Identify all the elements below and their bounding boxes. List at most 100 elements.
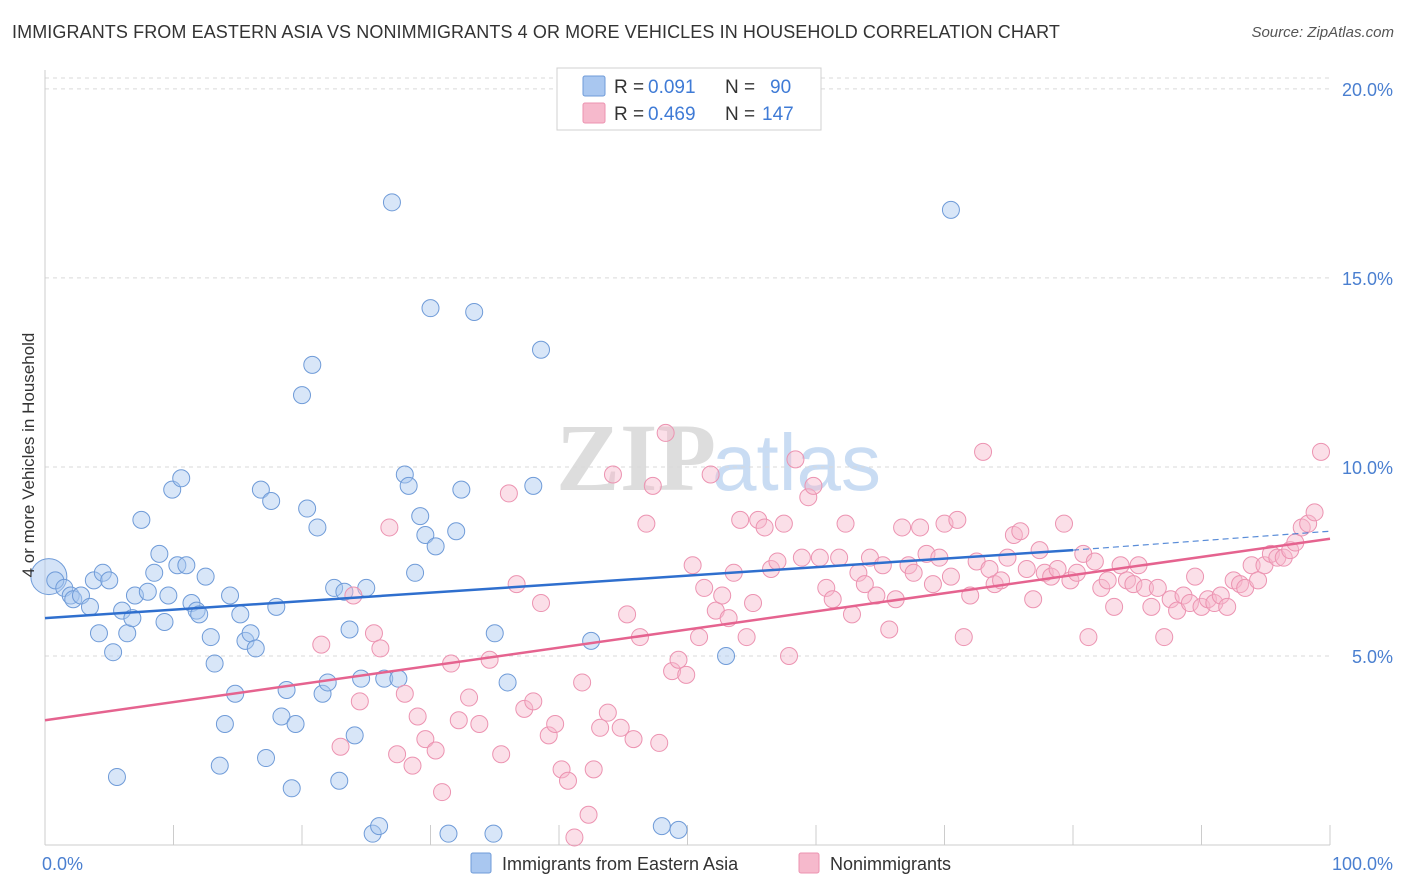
immigrants-point-47 [282, 779, 301, 798]
nonimmigrants-point-64 [786, 450, 805, 469]
nonimmigrants-point-55 [731, 510, 750, 529]
nonimmigrants-point-66 [799, 488, 818, 507]
nonimmigrants-point-90 [948, 510, 967, 529]
immigrants-point-79 [485, 624, 504, 643]
legend-swatch-blue [582, 75, 606, 97]
nonimmigrants-point-121 [1142, 597, 1161, 616]
nonimmigrants-point-36 [611, 718, 630, 737]
nonimmigrants-point-100 [1011, 522, 1030, 541]
immigrants-point-68 [399, 476, 418, 495]
nonimmigrants-point-115 [1105, 597, 1124, 616]
nonimmigrants-point-5 [371, 639, 390, 658]
immigrants-point-80 [498, 673, 517, 692]
nonimmigrants-point-11 [416, 730, 435, 749]
immigrants-point-58 [340, 620, 359, 639]
nonimmigrants-point-114 [1098, 571, 1117, 590]
watermark: ZIP atlas [556, 404, 881, 511]
immigrants-point-69 [406, 563, 425, 582]
nonimmigrants-point-24 [532, 594, 551, 613]
immigrants-point-48 [286, 715, 305, 734]
nonimmigrants-point-137 [1242, 556, 1261, 575]
immigrants-point-14 [118, 624, 137, 643]
nonimmigrants-point-61 [768, 552, 787, 571]
nonimmigrants-point-65 [792, 548, 811, 567]
nonimmigrants-point-15 [449, 711, 468, 730]
series-immigrants-points [30, 193, 960, 843]
immigrants-point-0 [30, 558, 68, 596]
bottom-legend-swatch-blue [470, 852, 492, 874]
immigrants-point-26 [177, 556, 196, 575]
nonimmigrants-point-21 [507, 575, 526, 594]
immigrants-point-86 [717, 646, 736, 665]
x-tick-label-1: 100.0% [1332, 854, 1393, 874]
immigrants-point-18 [138, 582, 157, 601]
y-tick-label-1: 10.0% [1342, 458, 1393, 478]
nonimmigrants-point-89 [941, 567, 960, 586]
nonimmigrants-point-84 [911, 518, 930, 537]
immigrants-point-30 [196, 567, 215, 586]
immigrants-point-72 [421, 299, 440, 318]
nonimmigrants-point-7 [388, 745, 407, 764]
watermark-atlas: atlas [712, 418, 881, 507]
y-axis-label: 4 or more Vehicles in Household [19, 333, 38, 578]
nonimmigrants-point-120 [1135, 578, 1154, 597]
y-tick-labels: 5.0% 10.0% 15.0% 20.0% [1342, 80, 1393, 667]
immigrants-point-85 [669, 820, 688, 839]
immigrants-point-71 [416, 526, 435, 544]
nonimmigrants-point-29 [565, 828, 584, 847]
immigrants-point-31 [201, 628, 220, 647]
bottom-legend-label-2: Nonimmigrants [830, 854, 951, 874]
nonimmigrants-point-48 [690, 628, 709, 647]
nonimmigrants-point-132 [1211, 586, 1230, 605]
immigrants-point-32 [205, 654, 224, 673]
immigrants-point-55 [325, 578, 344, 597]
nonimmigrants-point-146 [1299, 514, 1318, 533]
y-tick-label-3: 20.0% [1342, 80, 1393, 100]
immigrants-point-25 [172, 469, 191, 488]
nonimmigrants-point-75 [855, 575, 874, 594]
nonimmigrants-point-58 [749, 510, 768, 529]
immigrants-point-70 [411, 507, 430, 526]
nonimmigrants-point-31 [579, 805, 598, 824]
immigrants-point-73 [426, 537, 445, 556]
nonimmigrants-point-122 [1148, 578, 1167, 597]
nonimmigrants-point-27 [552, 760, 571, 779]
nonimmigrants-point-123 [1155, 628, 1174, 647]
immigrants-point-63 [370, 817, 389, 836]
nonimmigrants-point-142 [1274, 548, 1293, 567]
nonimmigrants-point-79 [880, 620, 899, 639]
immigrants-point-43 [262, 491, 281, 510]
immigrants-point-75 [447, 522, 466, 541]
nonimmigrants-point-0 [312, 635, 331, 654]
axes [44, 70, 1331, 846]
nonimmigrants-point-1 [331, 737, 350, 756]
nonimmigrants-point-18 [480, 650, 499, 669]
immigrants-point-78 [484, 824, 503, 843]
immigrants-point-12 [107, 767, 126, 786]
immigrants-point-19 [145, 563, 164, 582]
nonimmigrants-point-138 [1249, 571, 1268, 590]
nonimmigrants-point-62 [774, 514, 793, 533]
nonimmigrants-point-33 [591, 718, 610, 737]
nonimmigrants-point-126 [1174, 586, 1193, 605]
nonimmigrants-point-103 [1030, 541, 1049, 560]
nonimmigrants-point-4 [364, 624, 383, 643]
immigrants-point-83 [582, 631, 601, 650]
nonimmigrants-point-57 [744, 594, 763, 613]
immigrants-point-59 [345, 726, 364, 745]
nonimmigrants-point-25 [539, 726, 558, 745]
nonimmigrants-point-107 [1055, 514, 1074, 533]
nonimmigrants-point-118 [1124, 575, 1143, 594]
immigrants-point-10 [100, 571, 119, 590]
legend-n-label-2: N = [725, 104, 755, 125]
nonimmigrants-point-44 [663, 662, 682, 681]
legend-r-label-1: R = [614, 77, 644, 98]
immigrants-point-6 [80, 597, 99, 616]
immigrants-point-29 [190, 605, 209, 624]
immigrants-point-67 [395, 465, 414, 484]
immigrants-point-76 [452, 480, 471, 499]
immigrants-point-84 [652, 817, 671, 836]
nonimmigrants-point-49 [695, 578, 714, 597]
immigrants-point-21 [155, 612, 174, 631]
